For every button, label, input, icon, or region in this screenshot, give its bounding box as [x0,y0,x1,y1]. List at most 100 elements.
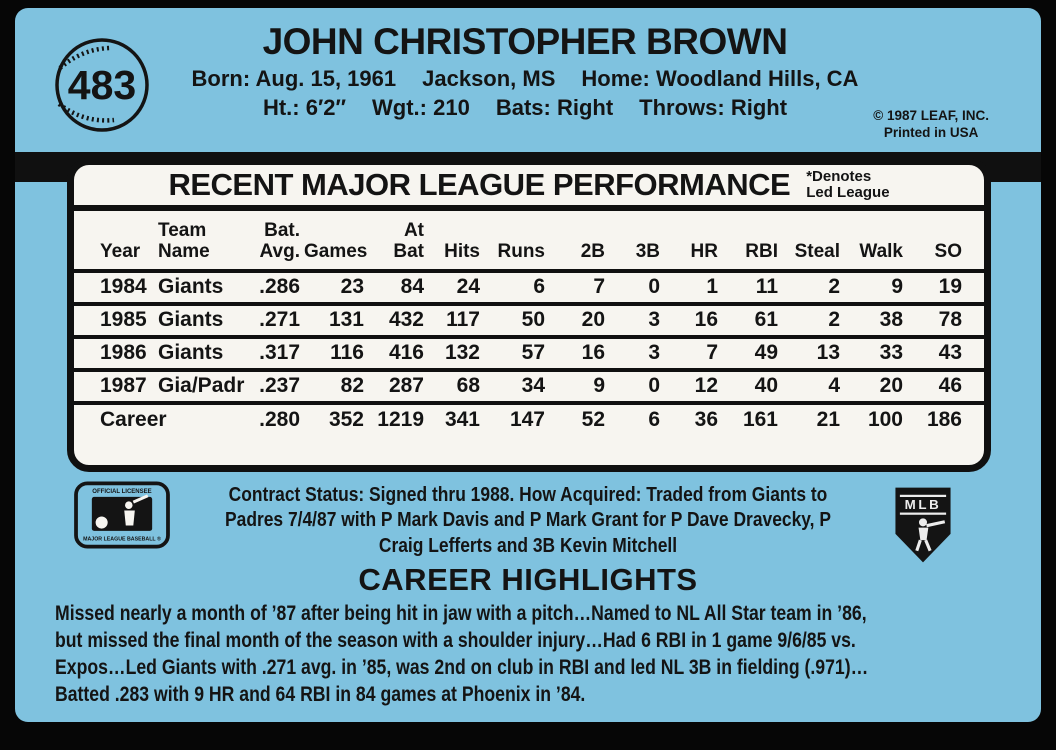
stat-cell: 78 [907,303,984,339]
stat-cell: 7 [549,270,609,306]
career-highlights-text: Missed nearly a month of ’87 after being… [55,600,1015,708]
stat-cell: 132 [428,336,484,372]
stat-cell: 2 [782,303,844,339]
stat-cell: 186 [926,408,962,432]
stats-table: Year Team Name Bat. Avg. Games At Bat Hits Run… [74,211,984,436]
card-number-badge: 483 [52,34,152,136]
stat-cell: 432 [368,303,428,339]
highlight-line: Missed nearly a month of ’87 after being… [55,602,867,625]
stats-panel: RECENT MAJOR LEAGUE PERFORMANCE *Denotes… [67,158,991,472]
stat-cell: Giants [154,270,234,306]
stat-cell: 34 [484,369,549,405]
bio-item: Home: Woodland Hills, CA [581,65,859,91]
stat-cell: 341 [444,408,480,432]
stat-cell: 1 [664,270,722,306]
stat-cell: .237 [234,369,304,405]
shield-mlb-text: MLB [905,497,942,512]
stat-cell: 57 [484,336,549,372]
stat-cell: 52 [581,408,605,432]
player-name: JOHN CHRISTOPHER BROWN [262,21,788,62]
mlb-shield-logo-icon: MLB [891,483,955,569]
highlight-line: Expos…Led Giants with .271 avg. in ’85, … [55,656,869,680]
baseball-icon: 483 [55,38,149,132]
bio-item: Born: Aug. 15, 1961 [191,65,397,91]
stats-row: Career .280 352 1219 341 147 52 6 36 161 21 100 186 [74,403,984,436]
stat-cell: 43 [907,336,984,372]
stats-title-row: RECENT MAJOR LEAGUE PERFORMANCE *Denotes… [74,165,984,211]
career-highlights-title: CAREER HIGHLIGHTS [358,562,698,597]
bio-item: Throws: Right [639,94,788,120]
column-header: Bat. Avg. [234,211,304,273]
stat-cell: 1984 [74,270,154,306]
stats-row: 1986 Giants .317 116 416 132 57 16 3 7 49 13 33 43 [74,336,984,372]
column-header: Steal [782,211,844,273]
stat-cell: Giants [154,336,234,372]
stat-cell: 50 [484,303,549,339]
column-header: At Bat [368,211,428,273]
column-header: Hits [428,211,484,273]
column-header: 3B [609,211,664,273]
stat-cell: 23 [304,270,368,306]
column-header: Walk [844,211,907,273]
stat-cell: 6 [484,270,549,306]
stats-row: 1987 Gia/Padr .237 82 287 68 34 9 0 12 40 4 20 46 [74,369,984,405]
stat-cell: 416 [368,336,428,372]
licensee-top-text: OFFICIAL LICENSEE [92,489,151,495]
stat-cell: 24 [428,270,484,306]
stat-cell: 131 [304,303,368,339]
column-header: RBI [722,211,782,273]
column-header: SO [907,211,984,273]
stat-cell: 19 [907,270,984,306]
stat-cell: 16 [549,336,609,372]
contract-line: Contract Status: Signed thru 1988. How A… [228,483,828,506]
column-header: Games [304,211,368,273]
stat-cell: 16 [664,303,722,339]
stat-cell: .286 [234,270,304,306]
stat-cell: 116 [304,336,368,372]
stat-cell: 3 [609,303,664,339]
column-header: HR [664,211,722,273]
stat-cell: 3 [609,336,664,372]
stat-cell: 1987 [74,369,154,405]
stat-cell: 82 [304,369,368,405]
stats-row: 1985 Giants .271 131 432 117 50 20 3 16 61 2 38 78 [74,303,984,339]
stats-title: RECENT MAJOR LEAGUE PERFORMANCE [168,167,791,202]
card-header: JOHN CHRISTOPHER BROWN Born: Aug. 15, 19… [155,21,895,121]
stat-cell: 11 [722,270,782,306]
column-header: 2B [549,211,609,273]
stats-row: 1984 Giants .286 23 84 24 6 7 0 1 11 2 9 19 [74,270,984,306]
stat-cell: 287 [368,369,428,405]
stat-cell: 9 [549,369,609,405]
stat-cell: 33 [844,336,907,372]
stat-cell: Career [100,408,167,432]
printed-in-line: Printed in USA [883,124,979,140]
stat-cell: .271 [234,303,304,339]
bio-item: Ht.: 6′2″ [262,94,347,120]
stat-cell: 13 [782,336,844,372]
mlb-licensee-logo-icon: OFFICIAL LICENSEE MAJOR LEAGUE BASEBALL … [73,480,171,552]
stat-cell: 100 [867,408,903,432]
column-header: Year [74,211,154,273]
stat-cell: 40 [722,369,782,405]
stat-cell: 0 [609,270,664,306]
stat-cell: 1986 [74,336,154,372]
stat-cell: 9 [844,270,907,306]
stat-cell: 7 [664,336,722,372]
stat-cell: Gia/Padr [154,369,244,405]
bio-item: Jackson, MS [422,65,556,91]
stat-cell: 1219 [377,408,424,432]
stat-cell: 117 [428,303,484,339]
card-back: 483 JOHN CHRISTOPHER BROWN Born: Aug. 15… [15,8,1041,722]
stats-header-row: Year Team Name Bat. Avg. Games At Bat Hits Run… [74,211,984,273]
bio-line-1: Born: Aug. 15, 1961 Jackson, MS Home: Wood… [155,66,895,92]
copyright-line: © 1987 LEAF, INC. [873,108,989,123]
stat-cell: 12 [664,369,722,405]
stat-cell: .317 [234,336,304,372]
stat-cell: 161 [742,408,778,432]
stat-cell: 38 [844,303,907,339]
stat-cell: 20 [549,303,609,339]
stat-cell: 4 [782,369,844,405]
card-number: 483 [68,62,136,108]
stat-cell: 21 [816,408,840,432]
